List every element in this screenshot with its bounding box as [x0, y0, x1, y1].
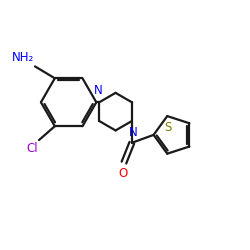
Text: N: N [94, 84, 103, 97]
Text: S: S [164, 121, 172, 134]
Text: Cl: Cl [26, 142, 38, 155]
Text: O: O [118, 166, 128, 179]
Text: NH₂: NH₂ [12, 52, 34, 64]
Text: N: N [128, 126, 137, 139]
